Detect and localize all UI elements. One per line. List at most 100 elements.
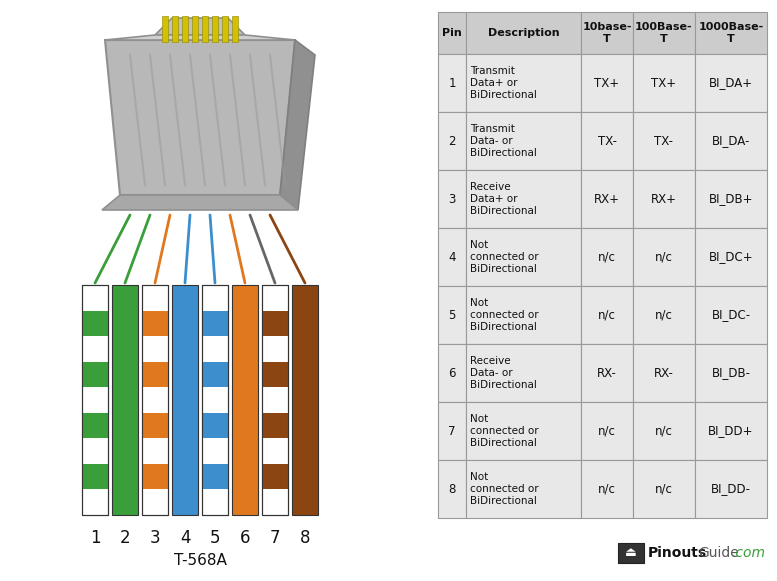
FancyBboxPatch shape [262,413,288,438]
FancyBboxPatch shape [142,464,168,489]
FancyBboxPatch shape [438,286,466,344]
Text: Transmit
Data+ or
BiDirectional: Transmit Data+ or BiDirectional [470,66,537,99]
Text: Not
connected or
BiDirectional: Not connected or BiDirectional [470,299,538,332]
FancyBboxPatch shape [438,112,466,170]
Text: 1: 1 [448,77,456,89]
Polygon shape [280,40,315,210]
FancyBboxPatch shape [581,460,633,518]
Text: Receive
Data+ or
BiDirectional: Receive Data+ or BiDirectional [470,182,537,216]
Text: TX+: TX+ [594,77,619,89]
Text: 4: 4 [448,250,456,264]
FancyBboxPatch shape [633,344,695,402]
Polygon shape [105,35,295,40]
FancyBboxPatch shape [201,16,207,42]
Text: ⏏: ⏏ [625,547,637,560]
FancyBboxPatch shape [162,16,168,42]
Text: .com: .com [731,546,765,560]
FancyBboxPatch shape [142,361,168,387]
FancyBboxPatch shape [695,54,767,112]
FancyBboxPatch shape [221,16,228,42]
FancyBboxPatch shape [581,170,633,228]
FancyBboxPatch shape [262,285,288,515]
Text: 100Base-
T: 100Base- T [635,22,693,44]
FancyBboxPatch shape [695,402,767,460]
Text: BI_DB-: BI_DB- [712,367,751,379]
FancyBboxPatch shape [581,286,633,344]
Text: Guide: Guide [698,546,739,560]
FancyBboxPatch shape [202,361,228,387]
Polygon shape [102,195,298,210]
Text: 6: 6 [448,367,456,379]
Text: BI_DA-: BI_DA- [712,134,750,148]
FancyBboxPatch shape [466,112,581,170]
Text: 1: 1 [89,529,100,547]
FancyBboxPatch shape [633,54,695,112]
FancyBboxPatch shape [581,54,633,112]
Text: Receive
Data- or
BiDirectional: Receive Data- or BiDirectional [470,356,537,390]
Text: n/c: n/c [598,309,616,321]
FancyBboxPatch shape [142,413,168,438]
FancyBboxPatch shape [82,464,108,489]
FancyBboxPatch shape [202,464,228,489]
FancyBboxPatch shape [262,311,288,336]
Text: 8: 8 [448,482,455,496]
Text: BI_DD+: BI_DD+ [709,425,754,437]
Text: BI_DC+: BI_DC+ [709,250,754,264]
Text: RX-: RX- [597,367,617,379]
FancyBboxPatch shape [633,112,695,170]
FancyBboxPatch shape [262,361,288,387]
FancyBboxPatch shape [466,402,581,460]
Polygon shape [155,18,245,35]
FancyBboxPatch shape [262,464,288,489]
Text: RX+: RX+ [651,192,677,206]
Text: n/c: n/c [655,309,673,321]
FancyBboxPatch shape [82,361,108,387]
FancyBboxPatch shape [202,285,228,515]
FancyBboxPatch shape [466,12,581,54]
Text: Not
connected or
BiDirectional: Not connected or BiDirectional [470,241,538,274]
Text: 7: 7 [448,425,456,437]
FancyBboxPatch shape [633,170,695,228]
Text: TX+: TX+ [651,77,677,89]
Text: Not
connected or
BiDirectional: Not connected or BiDirectional [470,414,538,447]
Text: 5: 5 [448,309,455,321]
FancyBboxPatch shape [695,344,767,402]
FancyBboxPatch shape [581,402,633,460]
Text: BI_DC-: BI_DC- [712,309,751,321]
FancyBboxPatch shape [82,311,108,336]
FancyBboxPatch shape [695,170,767,228]
Text: Pinouts: Pinouts [648,546,707,560]
FancyBboxPatch shape [695,286,767,344]
Text: n/c: n/c [598,482,616,496]
Text: n/c: n/c [598,425,616,437]
FancyBboxPatch shape [695,228,767,286]
Text: Transmit
Data- or
BiDirectional: Transmit Data- or BiDirectional [470,124,537,157]
FancyBboxPatch shape [466,170,581,228]
Text: TX-: TX- [654,134,674,148]
FancyBboxPatch shape [633,228,695,286]
FancyBboxPatch shape [232,16,238,42]
FancyBboxPatch shape [466,286,581,344]
Text: RX+: RX+ [594,192,620,206]
Text: 7: 7 [270,529,280,547]
FancyBboxPatch shape [82,285,108,515]
FancyBboxPatch shape [142,285,168,515]
FancyBboxPatch shape [191,16,197,42]
Text: Not
connected or
BiDirectional: Not connected or BiDirectional [470,472,538,505]
FancyBboxPatch shape [581,12,633,54]
FancyBboxPatch shape [633,460,695,518]
Text: 5: 5 [210,529,220,547]
FancyBboxPatch shape [695,460,767,518]
FancyBboxPatch shape [438,170,466,228]
FancyBboxPatch shape [695,12,767,54]
Text: n/c: n/c [598,250,616,264]
FancyBboxPatch shape [112,285,138,515]
FancyBboxPatch shape [581,228,633,286]
Text: TX-: TX- [598,134,616,148]
FancyBboxPatch shape [142,311,168,336]
FancyBboxPatch shape [466,54,581,112]
Text: 6: 6 [240,529,250,547]
FancyBboxPatch shape [581,112,633,170]
Polygon shape [105,40,295,195]
Text: 10base-
T: 10base- T [582,22,632,44]
